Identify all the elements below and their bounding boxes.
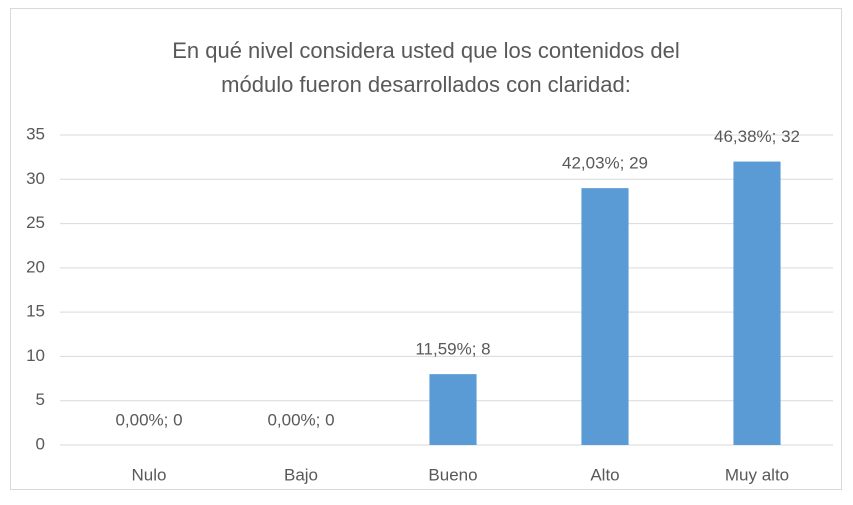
bar [733, 161, 781, 446]
x-tick-label: Muy alto [725, 465, 789, 484]
y-tick-label: 35 [26, 124, 45, 143]
data-label: 0,00%; 0 [115, 410, 182, 429]
y-tick-label: 25 [26, 213, 45, 232]
data-label: 11,59%; 8 [415, 340, 490, 359]
x-tick-label: Nulo [132, 465, 167, 484]
x-tick-label: Bajo [284, 465, 318, 484]
y-tick-label: 0 [36, 434, 45, 453]
x-tick-label: Alto [590, 465, 619, 484]
y-tick-label: 30 [26, 169, 45, 188]
chart-border [10, 8, 842, 490]
bar [581, 188, 629, 445]
y-tick-label: 10 [26, 346, 45, 365]
y-tick-label: 15 [26, 302, 45, 321]
data-label: 42,03%; 29 [562, 154, 648, 173]
bar [429, 374, 477, 445]
data-label: 46,38%; 32 [714, 127, 800, 146]
chart-title: módulo fueron desarrollados con claridad… [221, 72, 631, 97]
x-tick-label: Bueno [428, 465, 477, 484]
chart-title: En qué nivel considera usted que los con… [172, 38, 680, 63]
data-label: 0,00%; 0 [267, 410, 334, 429]
y-tick-label: 5 [36, 390, 45, 409]
y-tick-label: 20 [26, 257, 45, 276]
